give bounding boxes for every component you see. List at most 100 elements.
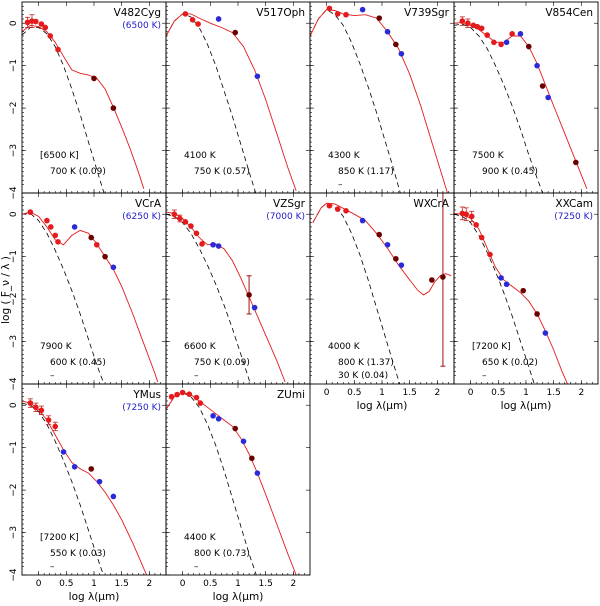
panel-annotation: 4300 K — [328, 151, 361, 161]
panel-annotation: [7200 K] — [40, 533, 79, 543]
data-point — [509, 31, 515, 37]
data-point — [429, 277, 435, 283]
data-point — [215, 416, 222, 422]
y-tick-label: −3 — [9, 526, 19, 539]
panel-frame — [309, 192, 455, 385]
data-point — [232, 425, 239, 432]
panel-annotation: 800 K (0.73) — [194, 549, 250, 559]
panel-annotation: 30 K (0.04) — [338, 371, 388, 381]
panel-title: V854Cen — [545, 7, 593, 19]
panel-vzsgr: VZSgr (7000 K) 6600 K 750 K (0.09) – — [165, 192, 311, 385]
data-point — [393, 255, 399, 262]
model-sed-curve — [166, 13, 297, 192]
panel-v854cen: V854Cen 7500 K 900 K (0.45) — [453, 1, 599, 194]
data-point — [254, 470, 261, 476]
x-tick-label: 2 — [291, 579, 297, 589]
x-tick-label: 0 — [36, 579, 42, 589]
panel-title: VZSgr — [273, 198, 306, 210]
plot-area — [454, 16, 588, 193]
x-axis-label: log λ(μm) — [213, 591, 264, 603]
data-point — [393, 41, 399, 48]
plot-area — [22, 398, 148, 575]
panel-frame — [309, 1, 455, 194]
data-point — [573, 159, 579, 166]
model-sed-curve — [310, 9, 448, 193]
data-point — [334, 11, 341, 17]
data-point — [459, 18, 466, 24]
panel-grid: V482Cyg (6500 K) [6500 K] 700 K (0.09) 0 −1 −2… — [9, 1, 599, 603]
data-point — [359, 217, 366, 224]
data-point — [384, 241, 391, 248]
data-point — [33, 404, 39, 411]
data-point — [71, 224, 78, 230]
data-point — [182, 219, 189, 225]
panel-annotation: – — [482, 371, 487, 381]
model-sed-curve — [454, 212, 568, 384]
y-tick-label: −1 — [9, 59, 19, 72]
x-tick-label: 1.5 — [259, 579, 273, 589]
data-point — [473, 222, 479, 228]
panel-frame — [165, 383, 311, 576]
panel-title: WXCrA — [413, 198, 449, 210]
data-point — [517, 31, 524, 37]
y-tick-label: −1 — [9, 441, 19, 454]
panel-annotation: 4000 K — [328, 342, 361, 352]
panel-wxcra: WXCrA 4000 K 800 K (1.37) 30 K (0.04) 0 0.5 1 1… — [309, 192, 455, 412]
panel-annotation: 4400 K — [184, 533, 217, 543]
data-point — [188, 223, 194, 229]
data-point — [463, 211, 469, 218]
data-point — [534, 311, 540, 317]
data-point — [210, 241, 216, 248]
panel-annotation: [6500 K] — [40, 151, 79, 161]
model-sed-curve — [166, 392, 297, 575]
x-tick-label: 0.5 — [347, 388, 361, 398]
data-point — [55, 239, 61, 245]
data-point — [44, 217, 50, 224]
x-tick-label: 2 — [579, 388, 585, 398]
panel-vcra: VCrA (6250 K) 7900 K 600 K (0.45) – 0 −1 −2 −3 −4 — [9, 192, 167, 391]
x-axis-label: log λ(μm) — [69, 591, 120, 603]
panel-title: VCrA — [135, 198, 162, 210]
data-point — [102, 253, 108, 260]
panel-title: XXCam — [555, 198, 593, 210]
reference-temperature: (6500 K) — [122, 21, 161, 31]
x-tick-label: 1 — [523, 388, 529, 398]
x-axis-label: log λ(μm) — [501, 400, 552, 412]
panel-annotation: 700 K (0.09) — [50, 167, 106, 177]
reference-temperature: (7250 K) — [122, 403, 161, 413]
data-point — [189, 17, 196, 23]
data-point — [398, 50, 405, 57]
reference-temperature: (7000 K) — [266, 212, 305, 222]
data-point — [539, 83, 546, 89]
photosphere-curve — [22, 27, 105, 193]
data-point — [498, 41, 504, 48]
model-sed-curve — [166, 211, 286, 383]
x-tick-label: 0.5 — [491, 388, 505, 398]
y-tick-label: −1 — [9, 250, 19, 263]
data-point — [384, 28, 391, 35]
data-point — [334, 206, 341, 212]
panel-title: YMus — [132, 389, 161, 401]
panel-frame — [165, 1, 311, 194]
panel-annotation: 600 K (0.45) — [50, 358, 106, 368]
data-point — [503, 281, 510, 288]
data-point — [525, 43, 532, 50]
panel-annotation: [7200 K] — [472, 342, 511, 352]
x-tick-label: 1 — [235, 579, 241, 589]
data-point — [251, 304, 258, 311]
panel-annotation: 6600 K — [184, 342, 217, 352]
data-point — [542, 330, 549, 336]
x-tick-label: 1 — [379, 388, 385, 398]
data-point — [520, 287, 527, 294]
data-point — [474, 23, 481, 30]
data-point — [42, 24, 49, 31]
data-point — [171, 211, 178, 218]
y-tick-label: −2 — [9, 292, 19, 305]
x-tick-label: 1.5 — [547, 388, 561, 398]
data-point — [88, 466, 95, 472]
x-tick-label: 0 — [324, 388, 330, 398]
data-point — [210, 413, 216, 419]
x-tick-label: 0.5 — [59, 579, 73, 589]
y-tick-label: 0 — [9, 20, 19, 26]
